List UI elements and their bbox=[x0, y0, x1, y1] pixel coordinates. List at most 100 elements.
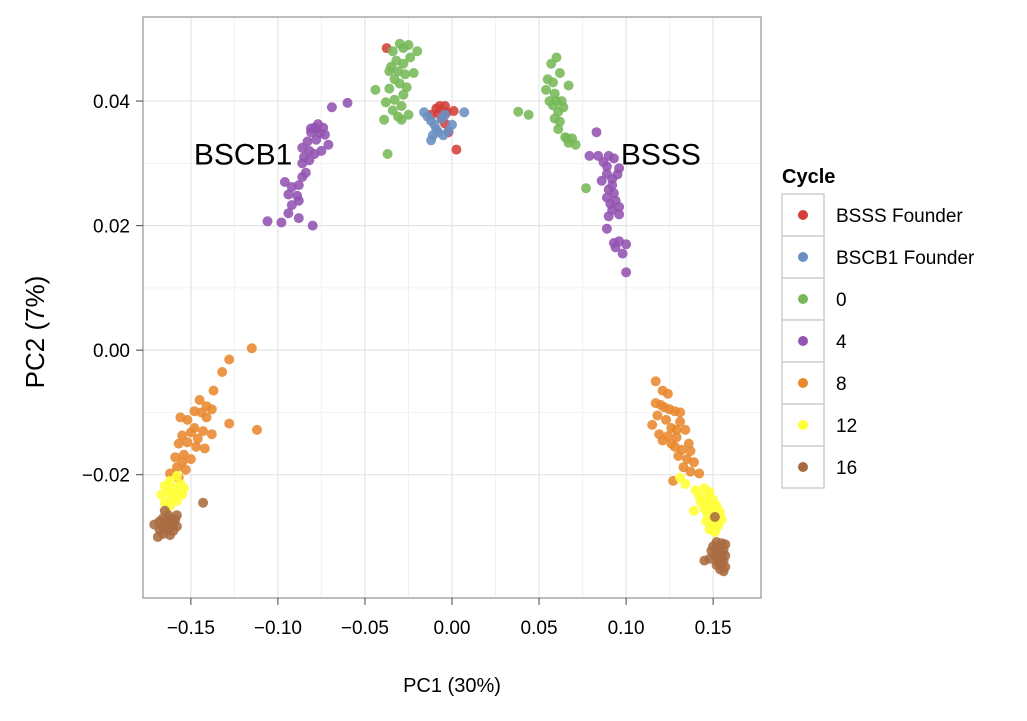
data-point bbox=[621, 267, 632, 278]
x-axis-title: PC1 (30%) bbox=[403, 675, 501, 697]
data-point bbox=[185, 454, 196, 465]
legend-label: BSCB1 Founder bbox=[836, 248, 975, 269]
data-point bbox=[170, 452, 181, 463]
data-point bbox=[447, 119, 457, 130]
y-axis-ticks: −0.02 0.00 0.02 0.04 bbox=[82, 92, 143, 487]
x-tick-label: −0.15 bbox=[167, 618, 215, 639]
data-point bbox=[601, 223, 612, 234]
legend-label: BSSS Founder bbox=[836, 206, 963, 227]
legend-key-dot bbox=[798, 420, 808, 430]
y-tick-label: −0.02 bbox=[82, 466, 130, 487]
legend-label: 4 bbox=[836, 332, 847, 353]
data-point bbox=[400, 69, 410, 80]
legend: BSSS Founder BSCB1 Founder 0 4 8 12 16 bbox=[781, 193, 975, 489]
data-point bbox=[652, 410, 663, 421]
data-point bbox=[546, 58, 557, 69]
data-point bbox=[396, 114, 407, 125]
data-point bbox=[647, 419, 658, 430]
data-point bbox=[286, 200, 297, 211]
data-point bbox=[293, 213, 304, 224]
data-point bbox=[403, 109, 414, 120]
legend-key-dot bbox=[798, 210, 808, 220]
data-point bbox=[283, 208, 294, 219]
data-point bbox=[316, 145, 327, 156]
data-point bbox=[661, 414, 672, 425]
data-point bbox=[403, 40, 414, 50]
data-point bbox=[412, 46, 423, 57]
legend-key-dot bbox=[798, 294, 808, 304]
data-point bbox=[617, 248, 628, 259]
x-axis-ticks: −0.15 −0.10 −0.05 0.00 0.05 0.10 0.15 bbox=[167, 598, 732, 639]
data-point bbox=[198, 497, 209, 508]
data-point bbox=[379, 114, 390, 125]
data-point bbox=[182, 437, 193, 448]
data-point bbox=[384, 66, 395, 77]
data-point bbox=[513, 106, 524, 117]
data-point bbox=[152, 532, 163, 542]
data-point bbox=[699, 555, 710, 566]
data-point bbox=[560, 132, 571, 143]
annotation-label: BSCB1 bbox=[194, 139, 292, 172]
data-point bbox=[217, 367, 228, 377]
data-point bbox=[398, 58, 409, 69]
y-tick-label: 0.00 bbox=[93, 341, 130, 362]
data-point bbox=[601, 161, 612, 172]
data-point bbox=[694, 468, 705, 479]
data-point bbox=[165, 530, 175, 541]
data-point bbox=[584, 150, 595, 161]
data-point bbox=[685, 466, 696, 477]
data-point bbox=[608, 153, 619, 164]
legend-key-dot bbox=[798, 378, 808, 388]
data-point bbox=[608, 238, 619, 248]
legend-key-box bbox=[781, 445, 825, 489]
x-tick-label: −0.05 bbox=[341, 618, 389, 639]
data-point bbox=[192, 433, 203, 444]
data-point bbox=[180, 464, 191, 475]
data-point bbox=[224, 418, 235, 429]
data-point bbox=[194, 395, 205, 405]
data-point bbox=[563, 80, 574, 91]
data-point bbox=[680, 479, 691, 489]
data-point bbox=[671, 424, 682, 435]
data-point bbox=[548, 77, 558, 88]
data-point bbox=[440, 109, 450, 120]
data-point bbox=[709, 512, 720, 522]
data-point bbox=[199, 443, 210, 454]
data-point bbox=[224, 354, 235, 365]
data-point bbox=[191, 441, 202, 452]
data-point bbox=[171, 462, 182, 473]
x-tick-label: 0.10 bbox=[608, 618, 645, 639]
data-point bbox=[685, 446, 696, 456]
data-point bbox=[398, 89, 409, 100]
data-point bbox=[709, 527, 720, 537]
data-point bbox=[570, 139, 581, 150]
data-point bbox=[173, 438, 184, 449]
plot-annotations: BSCB1 BSSS bbox=[194, 139, 701, 172]
data-point bbox=[451, 144, 462, 155]
data-point bbox=[380, 97, 391, 108]
data-point bbox=[171, 495, 182, 506]
data-point bbox=[549, 88, 560, 99]
data-point bbox=[603, 211, 614, 222]
x-tick-label: −0.10 bbox=[254, 618, 302, 639]
data-point bbox=[323, 139, 334, 150]
data-point bbox=[581, 183, 591, 194]
data-point bbox=[246, 343, 257, 354]
data-point bbox=[621, 239, 632, 250]
y-tick-label: 0.04 bbox=[93, 92, 130, 113]
data-point bbox=[675, 407, 686, 418]
data-point bbox=[459, 107, 470, 118]
data-point bbox=[680, 424, 691, 435]
data-point bbox=[614, 209, 625, 220]
data-point bbox=[206, 404, 217, 415]
data-point bbox=[675, 416, 686, 427]
legend-label: 16 bbox=[836, 458, 857, 479]
data-point bbox=[596, 175, 607, 186]
data-point bbox=[297, 172, 308, 182]
legend-label: 12 bbox=[836, 416, 857, 437]
legend-key-dot bbox=[798, 252, 808, 262]
data-point bbox=[554, 116, 565, 127]
data-point bbox=[208, 385, 219, 396]
data-point bbox=[650, 376, 661, 387]
data-point bbox=[156, 489, 167, 500]
